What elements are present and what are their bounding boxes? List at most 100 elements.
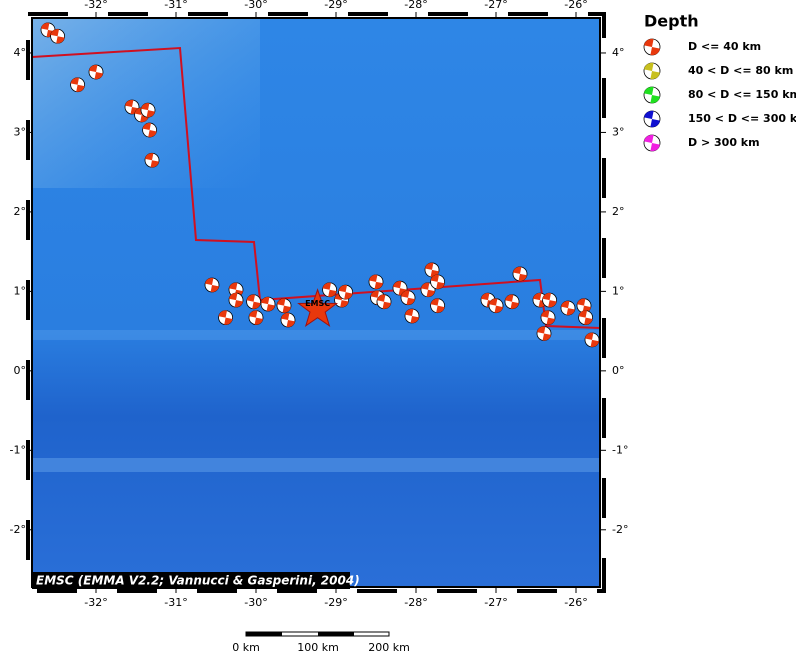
earthquake-mechanism — [368, 274, 384, 290]
beachball-quadrant — [377, 294, 391, 309]
beachball-quadrant — [644, 110, 660, 128]
lon-tick-label: -27° — [484, 0, 507, 11]
earthquake-mechanism — [228, 292, 244, 308]
beachball-quadrant — [430, 274, 445, 290]
earthquake-mechanism — [88, 64, 104, 80]
lon-tick-label: -32° — [84, 596, 107, 609]
lon-tick-label: -28° — [404, 0, 427, 11]
legend-symbol — [643, 134, 661, 152]
beachball-quadrant — [505, 294, 519, 309]
lon-tick-label: -29° — [324, 596, 347, 609]
lat-tick-label: -1° — [10, 443, 26, 456]
lon-tick-label: -26° — [564, 596, 587, 609]
lat-tick-label: 4° — [14, 46, 27, 59]
scale-label: 100 km — [297, 641, 339, 654]
beachball-quadrant — [246, 294, 261, 309]
beachball-quadrant — [70, 77, 85, 92]
beachball-quadrant — [322, 282, 337, 297]
beachball-quadrant — [125, 99, 139, 115]
beachball-quadrant — [89, 64, 103, 80]
seafloor-relief — [32, 458, 600, 472]
beachball-quadrant — [277, 298, 291, 313]
beachball-quadrant — [425, 262, 439, 278]
earthquake-mechanism — [50, 28, 65, 44]
scale-bar-segment — [246, 632, 282, 636]
beachball-quadrant — [281, 312, 295, 328]
lon-tick-label: -29° — [324, 0, 347, 11]
beachball-quadrant — [205, 277, 219, 293]
legend-label: 80 < D <= 150 km — [688, 88, 796, 101]
earthquake-mechanism — [578, 310, 593, 325]
lon-tick-label: -31° — [164, 596, 187, 609]
earthquake-mechanism — [584, 332, 600, 348]
beachball-quadrant — [405, 308, 419, 324]
beachball-quadrant — [50, 29, 65, 44]
beachball-quadrant — [229, 282, 243, 297]
lat-tick-label: 2° — [14, 205, 27, 218]
earthquake-mechanism — [140, 102, 156, 118]
lon-tick-label: -31° — [164, 0, 187, 11]
lat-tick-label: 4° — [612, 46, 625, 59]
scale-bar-segment — [318, 632, 354, 636]
earthquake-mechanism — [420, 282, 436, 298]
earthquake-mechanism — [512, 266, 528, 282]
earthquake-mechanism — [338, 284, 354, 300]
credit: EMSC (EMMA V2.2; Vannucci & Gasperini, 2… — [32, 572, 360, 589]
lon-tick-label: -28° — [404, 596, 427, 609]
beachball-quadrant — [542, 292, 557, 308]
legend-symbol — [643, 62, 661, 80]
beachball-quadrant — [644, 38, 660, 56]
beachball-quadrant — [338, 285, 353, 300]
legend-title: Depth — [644, 12, 699, 31]
legend-symbol — [643, 38, 661, 56]
earthquake-mechanism — [218, 310, 234, 325]
lon-tick-label: -32° — [84, 0, 107, 11]
earthquake-mechanism — [424, 262, 440, 278]
map-area: EMSC — [32, 18, 600, 587]
earthquake-mechanism — [430, 298, 446, 314]
epicenter-label: EMSC — [305, 299, 330, 308]
legend-label: D > 300 km — [688, 136, 760, 149]
lon-tick-label: -30° — [244, 596, 267, 609]
beachball-quadrant — [334, 292, 349, 308]
lon-tick-label: -26° — [564, 0, 587, 11]
earthquake-mechanism — [392, 280, 408, 296]
beachball-quadrant — [644, 134, 660, 152]
lon-tick-label: -27° — [484, 596, 507, 609]
lat-tick-label: -2° — [612, 523, 628, 536]
credit-background — [32, 572, 350, 589]
beachball-quadrant — [537, 326, 551, 341]
earthquake-mechanism — [430, 274, 446, 290]
earthquake-mechanism — [70, 77, 85, 93]
beachball-quadrant — [561, 300, 575, 316]
beachball-quadrant — [401, 290, 415, 305]
earthquake-mechanism — [276, 298, 292, 314]
legend-symbol — [643, 86, 661, 104]
beachball-quadrant — [142, 122, 157, 138]
earthquake-mechanism — [560, 300, 576, 316]
beachball-quadrant — [218, 310, 233, 325]
beachball-quadrant — [585, 332, 599, 348]
seafloor-relief — [32, 330, 600, 340]
beachball-quadrant — [430, 298, 445, 313]
earthquake-mechanism — [142, 122, 158, 138]
map-frame-border — [26, 12, 606, 593]
earthquake-mechanism — [540, 310, 556, 325]
earthquake-mechanism — [404, 308, 420, 324]
beachball-quadrant — [249, 310, 263, 325]
lat-tick-label: 1° — [612, 284, 625, 297]
earthquake-mechanism — [144, 152, 160, 168]
beachball-quadrant — [577, 298, 591, 313]
beachball-quadrant — [644, 62, 660, 80]
earthquake-mechanism — [204, 277, 220, 293]
beachball-quadrant — [644, 86, 660, 104]
scale-bar: 0 km 100 km 200 km — [232, 631, 410, 654]
beachball-quadrant — [141, 103, 155, 118]
legend-label: D <= 40 km — [688, 40, 761, 53]
legend-label: 150 < D <= 300 km — [688, 112, 796, 125]
lat-tick-label: 1° — [14, 284, 27, 297]
beachball-quadrant — [541, 310, 555, 325]
lon-tick-label: -30° — [244, 0, 267, 11]
earthquake-mechanism — [488, 298, 504, 314]
